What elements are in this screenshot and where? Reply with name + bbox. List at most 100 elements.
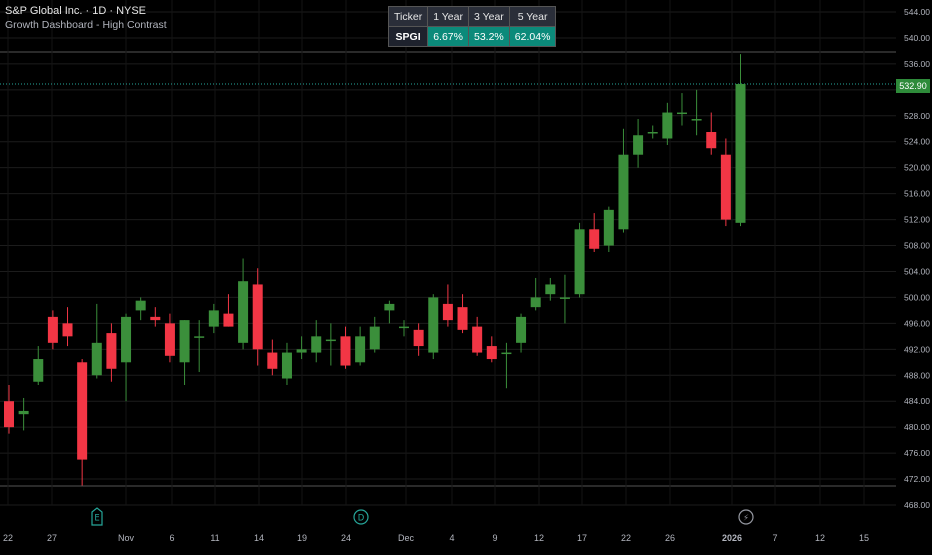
price-tick-label: 540.00 [904,33,930,43]
candle-body[interactable] [355,336,366,363]
price-tick-label: 468.00 [904,500,930,510]
candle-body[interactable] [311,336,322,353]
price-tick-label: 520.00 [904,163,930,173]
candle-body[interactable] [647,132,658,134]
return-3y: 53.2% [468,26,510,47]
candle-body[interactable] [530,297,541,308]
candle-body[interactable] [325,339,336,342]
time-tick-label: Dec [398,533,415,543]
time-tick-label: 14 [254,533,264,543]
candle-body[interactable] [413,329,424,347]
candles-layer [4,54,746,486]
price-tick-label: 516.00 [904,189,930,199]
return-1y: 6.67% [427,26,469,47]
candle-body[interactable] [340,336,351,366]
price-tick-label: 500.00 [904,292,930,302]
candle-body[interactable] [428,297,439,353]
candle-body[interactable] [135,300,146,311]
time-tick-label: 26 [665,533,675,543]
candle-body[interactable] [706,132,717,149]
candle-body[interactable] [559,297,570,299]
split-marker[interactable]: ⚡ [738,509,754,525]
time-tick-label: 24 [341,533,351,543]
price-tick-label: 476.00 [904,448,930,458]
time-tick-label: 17 [577,533,587,543]
candle-body[interactable] [267,352,278,369]
candle-body[interactable] [369,326,380,350]
return-5y: 62.04% [508,26,557,47]
candle-body[interactable] [618,154,629,230]
candle-body[interactable] [735,84,746,223]
svg-text:D: D [358,514,365,524]
candle-body[interactable] [545,284,556,295]
candle-body[interactable] [516,316,527,343]
earnings-marker[interactable]: E [91,507,103,526]
price-tick-label: 480.00 [904,422,930,432]
candle-body[interactable] [62,323,73,337]
candle-body[interactable] [4,401,14,428]
candle-body[interactable] [603,209,614,246]
candle-body[interactable] [457,307,468,330]
time-tick-label: 2026 [722,533,742,543]
candle-body[interactable] [486,346,497,360]
time-tick-label: 19 [297,533,307,543]
price-tick-label: 536.00 [904,59,930,69]
candle-body[interactable] [720,154,731,220]
candle-body[interactable] [33,359,44,382]
candle-body[interactable] [676,112,687,115]
candle-body[interactable] [252,284,263,350]
candle-body[interactable] [121,316,132,363]
candle-body[interactable] [91,342,102,376]
candle-body[interactable] [223,313,234,327]
candle-body[interactable] [238,281,249,343]
candle-body[interactable] [472,326,483,353]
candle-body[interactable] [442,303,453,321]
time-tick-label: 9 [492,533,497,543]
candle-body[interactable] [150,316,161,321]
time-tick-label: 6 [169,533,174,543]
candle-body[interactable] [384,303,395,311]
candle-body[interactable] [208,310,219,327]
price-tick-label: 504.00 [904,266,930,276]
candle-body[interactable] [399,326,410,329]
candle-body[interactable] [164,323,175,356]
candle-body[interactable] [574,229,585,295]
col-3y: 3 Year [468,6,510,27]
indicator-title[interactable]: Growth Dashboard - High Contrast [5,19,167,31]
candle-body[interactable] [296,349,307,353]
time-tick-label: 7 [772,533,777,543]
col-1y: 1 Year [427,6,469,27]
candle-body[interactable] [633,135,644,155]
time-tick-label: 11 [210,533,219,543]
candle-body[interactable] [589,229,600,249]
price-tick-label: 508.00 [904,241,930,251]
price-tick-label: 512.00 [904,215,930,225]
candle-body[interactable] [106,333,117,369]
price-tick-label: 484.00 [904,396,930,406]
col-ticker: Ticker [387,6,429,27]
candle-body[interactable] [77,362,88,460]
time-tick-label: 22 [621,533,631,543]
candle-body[interactable] [47,316,58,343]
candle-body[interactable] [281,352,292,379]
time-axis: 22 27 Nov 6 11 14 19 24 Dec 4 9 12 17 22 26 2026 7 12 15 [3,533,869,543]
price-tick-label: 528.00 [904,111,930,121]
candle-body[interactable] [194,336,205,338]
performance-table-header: Ticker 1 Year 3 Year 5 Year [387,6,557,27]
dividend-marker[interactable]: D [353,509,369,525]
candle-body[interactable] [179,320,190,363]
performance-table: Ticker 1 Year 3 Year 5 Year SPGI 6.67% 5… [387,6,557,47]
time-tick-label: Nov [118,533,135,543]
candle-body[interactable] [662,112,673,139]
candle-body[interactable] [501,352,512,355]
time-tick-label: 27 [47,533,57,543]
last-price-label: 532.90 [896,79,930,93]
time-tick-label: 12 [534,533,544,543]
price-tick-label: 492.00 [904,344,930,354]
chart-title: S&P Global Inc. · 1D · NYSE [5,5,147,17]
candle-body[interactable] [691,119,702,121]
candle-body[interactable] [18,410,29,415]
ticker-symbol: SPGI [387,26,429,47]
